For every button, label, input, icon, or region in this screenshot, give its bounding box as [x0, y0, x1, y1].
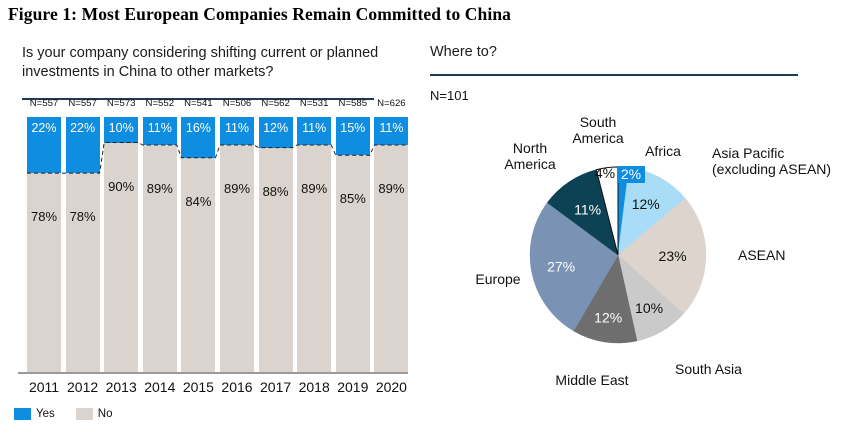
bar-sample-size: N=573 [106, 98, 136, 109]
pie-slice-value: 12% [594, 310, 622, 326]
bar-segment-yes[interactable] [65, 117, 100, 174]
bar-label-yes: 15% [340, 121, 366, 135]
pie-slice[interactable] [617, 197, 707, 315]
pie-slice-label: South America [572, 114, 624, 146]
pie-label-highlight [617, 166, 645, 183]
bar-category-label: 2013 [105, 379, 137, 395]
bar-segment-no[interactable] [142, 145, 177, 372]
pie-slice-label: Middle East [555, 372, 628, 388]
bar-segment-no[interactable] [220, 145, 254, 372]
bar-segment-yes[interactable] [297, 117, 332, 146]
legend-item-no: No [75, 408, 113, 420]
bar-segment-no[interactable] [27, 173, 61, 372]
bar-label-no: 85% [339, 191, 366, 207]
bar-chart-divider [22, 98, 374, 100]
bar-label-no: 89% [301, 181, 328, 197]
pie-slice-label: North America [504, 140, 556, 172]
bar-segment-yes[interactable] [220, 117, 254, 146]
bar-segment-no[interactable] [258, 147, 293, 372]
bar-segment-yes[interactable] [181, 117, 216, 158]
bar-segment-yes[interactable] [27, 117, 61, 174]
pie-slice-value: 2% [621, 166, 641, 182]
bar-label-no: 90% [108, 178, 135, 194]
bar-sample-size: N=557 [29, 98, 59, 109]
bar-chart-panel: Is your company considering shifting cur… [0, 36, 420, 433]
bar-label-yes: 12% [263, 121, 289, 135]
bar-category-label: 2012 [67, 379, 99, 395]
bar-segment-yes[interactable] [335, 117, 370, 156]
bar-label-no: 89% [146, 181, 173, 197]
pie-chart-divider [430, 74, 798, 76]
bar-label-no: 78% [30, 209, 58, 225]
pie-slice-value: 12% [632, 196, 660, 212]
bar-sample-size: N=506 [222, 98, 252, 109]
pie-slice-label: South Asia [675, 361, 742, 377]
pie-chart-sample-size: N=101 [430, 88, 469, 103]
pie-chart-question: Where to? [430, 44, 497, 60]
bar-segment-no[interactable] [297, 145, 332, 372]
bar-category-label: 2016 [221, 379, 253, 395]
legend-swatch-no [75, 408, 93, 420]
pie-slice-label: ASEAN [738, 247, 785, 263]
bar-trend-connector [27, 142, 409, 174]
legend-label-yes: Yes [36, 408, 55, 420]
bar-label-yes: 22% [70, 121, 96, 135]
bar-category-label: 2020 [375, 379, 407, 395]
bar-category-label: 2011 [28, 379, 60, 395]
bar-category-label: 2014 [144, 379, 176, 395]
bar-chart-plot: N=557 22% 78% 2011 N=557 22% 78% 2012 N=573 10% 90… [0, 36, 420, 433]
bar-label-yes: 11% [302, 121, 327, 135]
pie-chart-svg: 2% 12% 23% 10% 12% 27% 11% 4% Africa Asia Pacific… [475, 114, 831, 388]
bar-segment-no[interactable] [374, 145, 409, 372]
bar-segment-yes[interactable] [142, 117, 177, 146]
pie-slice[interactable] [573, 254, 638, 344]
pie-slice-value: 27% [547, 259, 575, 275]
legend-label-no: No [97, 408, 113, 420]
bar-label-no: 89% [223, 181, 251, 197]
bar-label-yes: 10% [108, 121, 134, 135]
bar-category-label: 2015 [182, 379, 214, 395]
bar-segment-yes[interactable] [374, 117, 409, 146]
bar-segment-no[interactable] [104, 142, 139, 372]
bar-label-yes: 11% [147, 121, 172, 135]
pie-slice-label: Asia Pacific (excluding ASEAN) [712, 145, 831, 177]
bar-label-yes: 11% [379, 121, 404, 135]
bar-segment-yes[interactable] [258, 117, 293, 148]
bar-label-yes: 16% [185, 121, 211, 135]
bar-segment-yes[interactable] [104, 117, 139, 143]
pie-slice-value: 11% [574, 202, 601, 218]
bar-label-no: 88% [262, 183, 289, 199]
bar-sample-size: N=531 [299, 98, 329, 109]
bar-sample-size: N=585 [338, 98, 368, 109]
bar-chart-legend: Yes No [14, 408, 112, 420]
bar-category-label: 2018 [298, 379, 330, 395]
pie-slice-value: 4% [595, 165, 615, 181]
legend-swatch-yes [14, 408, 31, 420]
pie-slice-label: Africa [645, 143, 681, 159]
bar-label-yes: 11% [224, 121, 250, 135]
pie-chart-panel: Where to? N=101 2% 12% 23% 10% 12% 27% 11% 4% Af… [420, 36, 855, 433]
bar-sample-size: N=557 [68, 98, 97, 109]
pie-slice[interactable] [529, 202, 619, 332]
bar-chart-axis [18, 372, 408, 374]
bar-segment-no[interactable] [65, 173, 100, 372]
legend-item-yes: Yes [14, 408, 55, 420]
bar-label-yes: 22% [31, 121, 57, 135]
bar-label-no: 78% [69, 209, 96, 225]
page-title: Figure 1: Most European Companies Remain… [8, 4, 512, 24]
bar-sample-size: N=626 [377, 98, 406, 109]
bar-label-no: 84% [185, 193, 212, 209]
bar-segment-no[interactable] [181, 157, 216, 372]
bar-segment-no[interactable] [335, 155, 370, 372]
pie-slice-value: 23% [659, 248, 687, 264]
pie-slice-label: Europe [475, 271, 520, 287]
bar-chart-question: Is your company considering shifting cur… [22, 45, 379, 81]
bar-category-label: 2019 [337, 379, 369, 395]
bar-sample-size: N=552 [145, 98, 175, 109]
bar-category-label: 2017 [260, 379, 292, 395]
bar-label-no: 89% [378, 181, 405, 197]
bar-sample-size: N=541 [184, 98, 213, 109]
bar-sample-size: N=562 [261, 98, 290, 109]
pie-slice-value: 10% [635, 300, 663, 316]
